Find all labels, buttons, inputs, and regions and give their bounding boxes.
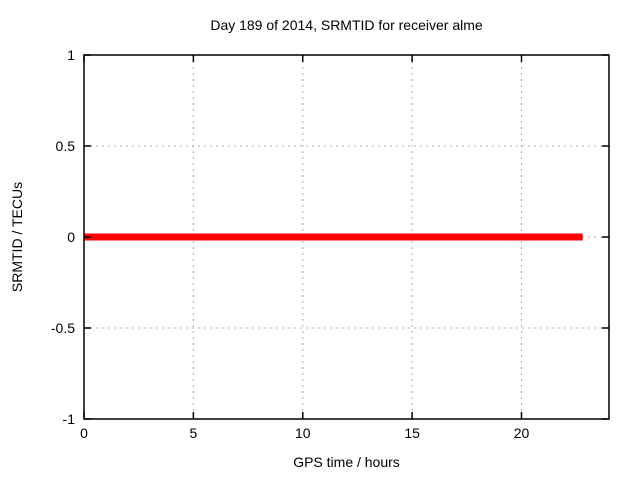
y-tick-label: 0 <box>67 229 75 245</box>
x-tick-label: 10 <box>295 425 311 441</box>
x-axis-label: GPS time / hours <box>293 454 400 470</box>
x-tick-label: 5 <box>189 425 197 441</box>
y-tick-label: -1 <box>63 411 76 427</box>
y-tick-label: 0.5 <box>56 138 76 154</box>
y-tick-label: 1 <box>67 47 75 63</box>
x-tick-label: 15 <box>404 425 420 441</box>
y-tick-label: -0.5 <box>51 320 75 336</box>
chart-title: Day 189 of 2014, SRMTID for receiver alm… <box>210 17 483 33</box>
x-tick-label: 0 <box>80 425 88 441</box>
x-tick-label: 20 <box>514 425 530 441</box>
